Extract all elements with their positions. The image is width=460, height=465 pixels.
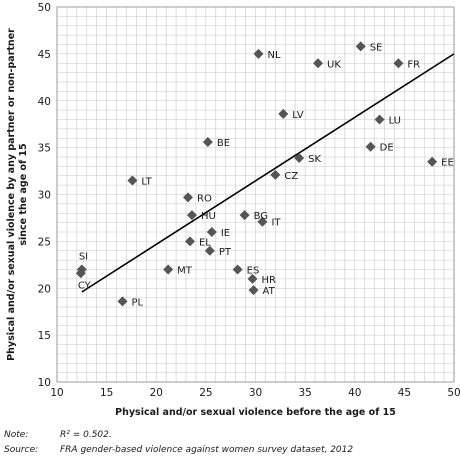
y-axis-title-line: since the age of 15 bbox=[18, 143, 29, 245]
point-label: BG bbox=[254, 211, 268, 222]
y-tick-label: 40 bbox=[38, 96, 51, 108]
y-tick-label: 20 bbox=[38, 283, 51, 295]
note-text: R² = 0.502. bbox=[60, 430, 112, 440]
x-tick-label: 25 bbox=[199, 387, 212, 399]
data-point bbox=[127, 175, 138, 186]
source-text: FRA gender-based violence against women … bbox=[60, 445, 354, 455]
y-tick-label: 25 bbox=[38, 236, 51, 248]
y-tick-label: 35 bbox=[38, 143, 51, 155]
data-point bbox=[247, 273, 258, 284]
x-axis-title: Physical and/or sexual violence before t… bbox=[115, 407, 396, 418]
y-tick-label: 30 bbox=[38, 190, 51, 202]
data-point bbox=[204, 245, 215, 256]
notes-block: Note: R² = 0.502. Source: FRA gender-bas… bbox=[4, 428, 456, 458]
point-label: CZ bbox=[284, 171, 298, 182]
data-point bbox=[374, 114, 385, 125]
data-point bbox=[257, 216, 268, 227]
point-label: UK bbox=[327, 59, 341, 70]
data-point bbox=[393, 58, 404, 69]
source-key: Source: bbox=[4, 445, 39, 455]
y-tick-label: 15 bbox=[38, 330, 51, 342]
data-point bbox=[313, 58, 324, 69]
data-point bbox=[427, 156, 438, 167]
trendline bbox=[81, 53, 455, 293]
grid-layer bbox=[56, 6, 455, 383]
source-row: Source: FRA gender-based violence agains… bbox=[4, 443, 456, 458]
point-label: HR bbox=[262, 275, 277, 286]
point-label: PT bbox=[219, 247, 232, 258]
y-axis-title-line: Physical and/or sexual violence by any p… bbox=[6, 28, 17, 361]
point-label: FR bbox=[407, 59, 420, 70]
x-tick-label: 40 bbox=[348, 387, 361, 399]
point-label: EL bbox=[199, 237, 211, 248]
point-label: LU bbox=[389, 116, 401, 127]
data-point bbox=[355, 41, 366, 52]
data-point bbox=[186, 210, 197, 221]
point-label: LT bbox=[141, 176, 152, 187]
note-row: Note: R² = 0.502. bbox=[4, 428, 456, 443]
point-label: SI bbox=[79, 252, 88, 263]
y-tick-label: 50 bbox=[38, 2, 51, 14]
point-label: DE bbox=[380, 143, 394, 154]
points-layer bbox=[75, 41, 438, 307]
y-tick-label: 45 bbox=[38, 49, 51, 61]
x-tick-label: 35 bbox=[298, 387, 311, 399]
point-label: SE bbox=[370, 42, 383, 53]
point-label: AT bbox=[263, 286, 276, 297]
data-point bbox=[232, 264, 243, 275]
point-label: NL bbox=[267, 50, 280, 61]
data-point bbox=[184, 236, 195, 247]
x-tick-label: 30 bbox=[249, 387, 262, 399]
data-point bbox=[206, 227, 217, 237]
trendline-layer bbox=[81, 53, 455, 293]
x-tick-label: 10 bbox=[50, 387, 63, 399]
data-point bbox=[253, 48, 264, 59]
axis-labels-layer: Physical and/or sexual violence before t… bbox=[6, 28, 454, 418]
data-point bbox=[202, 137, 213, 147]
point-label: RO bbox=[197, 193, 212, 204]
x-tick-label: 20 bbox=[150, 387, 163, 399]
point-label: ES bbox=[247, 266, 260, 277]
axis-layer: 10 15 20 25 30 35 40 45 50 10 15 20 25 30 35 40 45 50 bbox=[38, 2, 460, 399]
point-label: IE bbox=[221, 228, 230, 239]
point-label: CY bbox=[78, 280, 92, 291]
data-point bbox=[239, 210, 250, 221]
data-point bbox=[294, 152, 305, 163]
point-label: IT bbox=[271, 218, 281, 229]
y-tick-label: 10 bbox=[38, 377, 51, 389]
data-point bbox=[365, 141, 376, 152]
point-label: BE bbox=[217, 138, 230, 149]
data-point bbox=[270, 169, 281, 180]
data-point bbox=[278, 108, 289, 119]
data-point bbox=[117, 296, 128, 307]
x-tick-label: 50 bbox=[447, 387, 460, 399]
point-label: MT bbox=[177, 266, 193, 277]
data-point bbox=[183, 192, 194, 203]
point-label: HU bbox=[201, 211, 216, 222]
data-point bbox=[248, 285, 259, 296]
note-key: Note: bbox=[4, 430, 29, 440]
point-label: EE bbox=[441, 158, 454, 169]
point-label: LV bbox=[292, 110, 303, 121]
plot-frame bbox=[56, 6, 455, 383]
data-point bbox=[163, 264, 174, 275]
point-label: SK bbox=[308, 154, 321, 165]
x-tick-label: 15 bbox=[100, 387, 113, 399]
x-tick-label: 45 bbox=[398, 387, 411, 399]
point-label: PL bbox=[132, 297, 144, 308]
data-point bbox=[75, 268, 86, 279]
